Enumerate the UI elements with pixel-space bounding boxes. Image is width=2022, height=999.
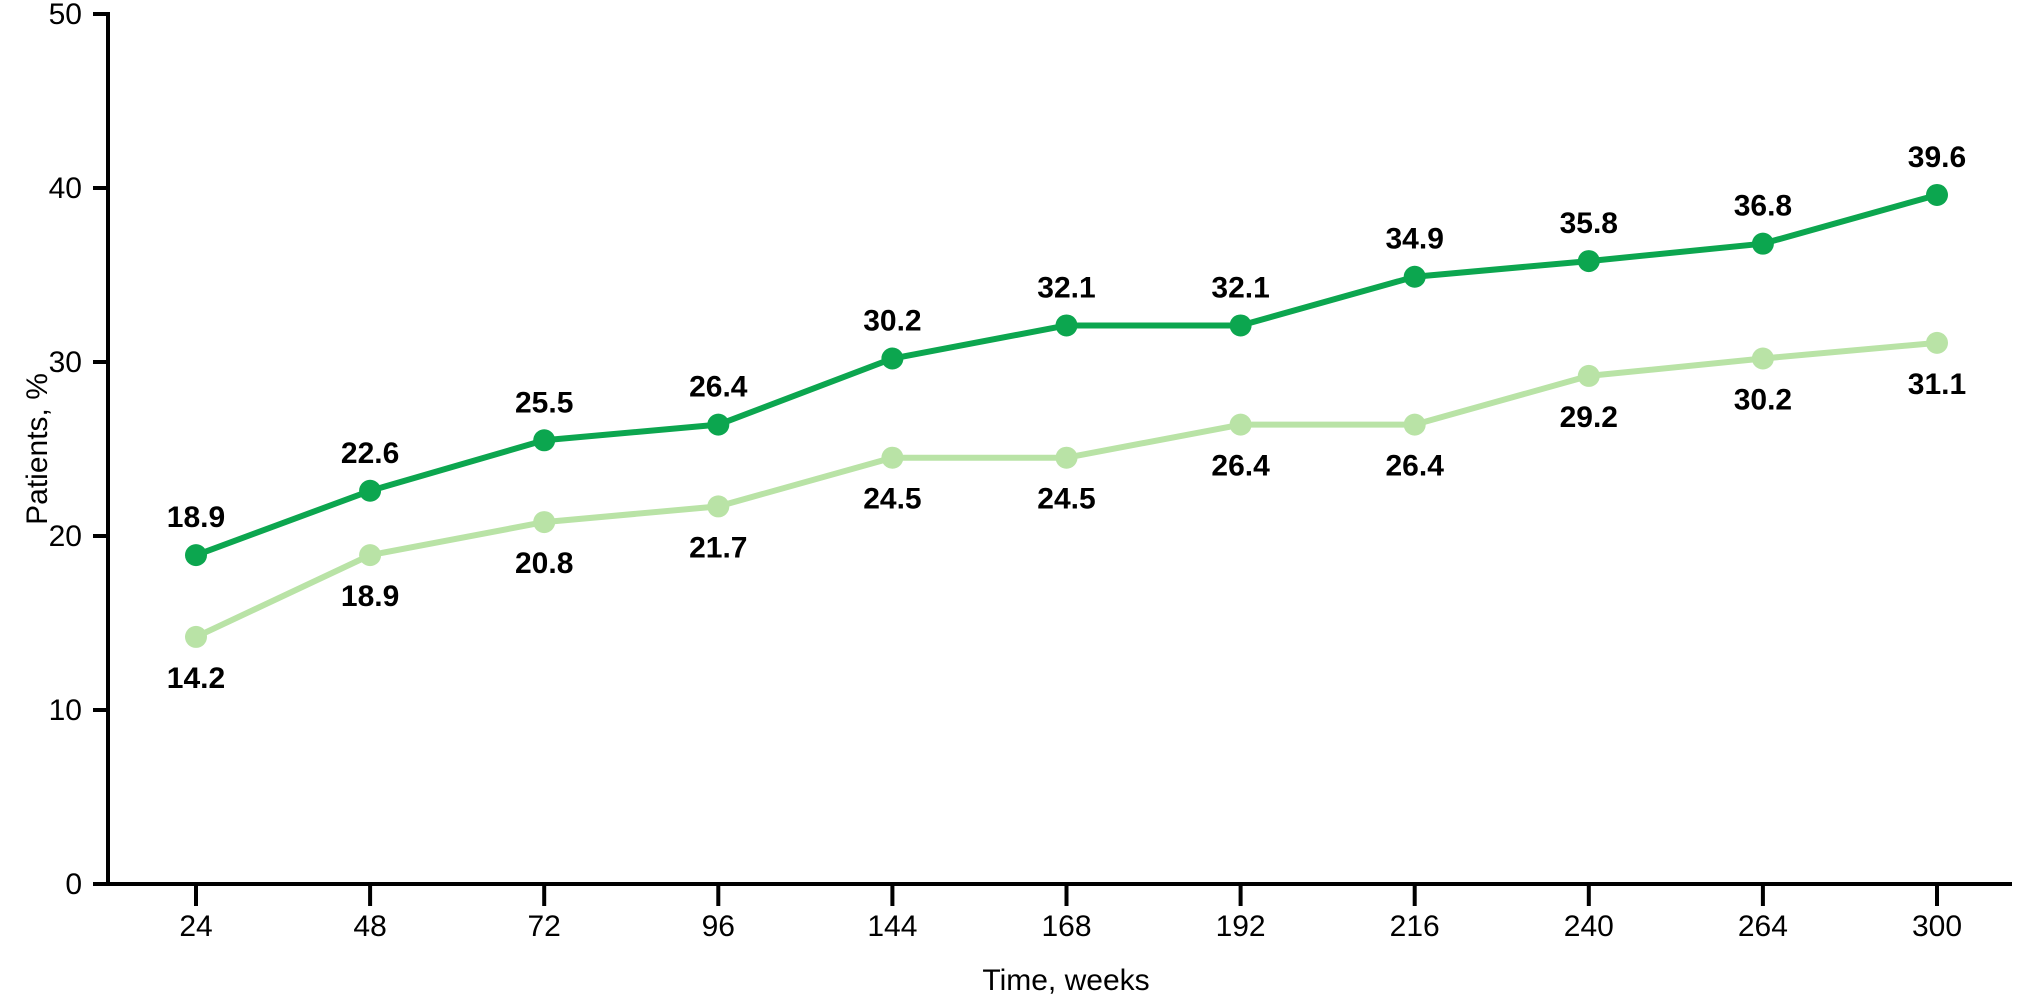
data-point-MR4.5 [1055,446,1078,469]
data-label-MR4: 32.1 [1211,271,1269,304]
data-point-MR4 [1403,265,1426,288]
data-label-MR4: 25.5 [515,386,573,419]
x-tick-label: 300 [1912,910,1962,943]
data-label-MR4: 39.6 [1908,141,1966,174]
data-label-MR4: 36.8 [1734,190,1792,223]
data-point-MR4.5 [1926,331,1948,354]
data-point-MR4 [881,347,904,370]
x-tick-label: 48 [353,910,386,943]
data-label-MR4: 32.1 [1037,271,1095,304]
data-label-MR4.5: 21.7 [689,531,747,564]
data-point-MR4.5 [707,495,730,518]
y-tick-label: 0 [65,868,82,901]
x-tick-label: 24 [179,910,212,943]
data-point-MR4 [359,479,382,502]
data-point-MR4 [185,544,207,567]
x-tick-label: 96 [702,910,735,943]
data-label-MR4.5: 24.5 [1037,483,1095,516]
y-tick-label: 30 [49,346,82,379]
data-point-MR4.5 [1751,347,1774,370]
y-axis-title: Patients, % [21,373,54,525]
y-tick-label: 20 [49,520,82,553]
data-label-MR4.5: 20.8 [515,547,573,580]
data-label-MR4: 26.4 [689,371,748,404]
data-point-MR4.5 [1403,413,1426,436]
data-point-MR4.5 [881,446,904,469]
x-tick-label: 264 [1738,910,1788,943]
data-label-MR4.5: 31.1 [1908,368,1966,401]
data-label-MR4: 30.2 [863,305,921,338]
data-label-MR4.5: 30.2 [1734,384,1792,417]
data-label-MR4: 35.8 [1560,207,1618,240]
data-point-MR4 [1751,232,1774,255]
data-label-MR4.5: 14.2 [167,662,225,695]
data-label-MR4: 18.9 [167,501,225,534]
data-label-MR4.5: 29.2 [1560,401,1618,434]
data-label-MR4.5: 18.9 [341,580,399,613]
data-label-MR4: 22.6 [341,437,399,470]
y-tick-label: 50 [49,0,82,31]
data-point-MR4.5 [1577,364,1600,387]
x-tick-label: 192 [1216,910,1266,943]
x-tick-label: 72 [528,910,561,943]
data-point-MR4 [707,413,730,436]
data-point-MR4.5 [533,511,556,534]
data-point-MR4 [1229,314,1252,337]
data-label-MR4.5: 24.5 [863,483,921,516]
data-label-MR4: 34.9 [1386,223,1444,256]
y-tick-label: 40 [49,172,82,205]
x-tick-label: 168 [1041,910,1091,943]
x-tick-label: 144 [867,910,917,943]
data-label-MR4.5: 26.4 [1386,450,1445,483]
x-tick-label: 216 [1390,910,1440,943]
data-point-MR4.5 [359,544,382,567]
data-point-MR4 [1926,183,1948,206]
x-tick-label: 240 [1564,910,1614,943]
x-axis-title: Time, weeks [982,964,1150,997]
data-point-MR4.5 [185,625,207,648]
data-point-MR4 [533,429,556,452]
data-label-MR4.5: 26.4 [1211,450,1270,483]
data-point-MR4 [1055,314,1078,337]
y-tick-label: 10 [49,694,82,727]
data-point-MR4 [1577,250,1600,273]
data-point-MR4.5 [1229,413,1252,436]
